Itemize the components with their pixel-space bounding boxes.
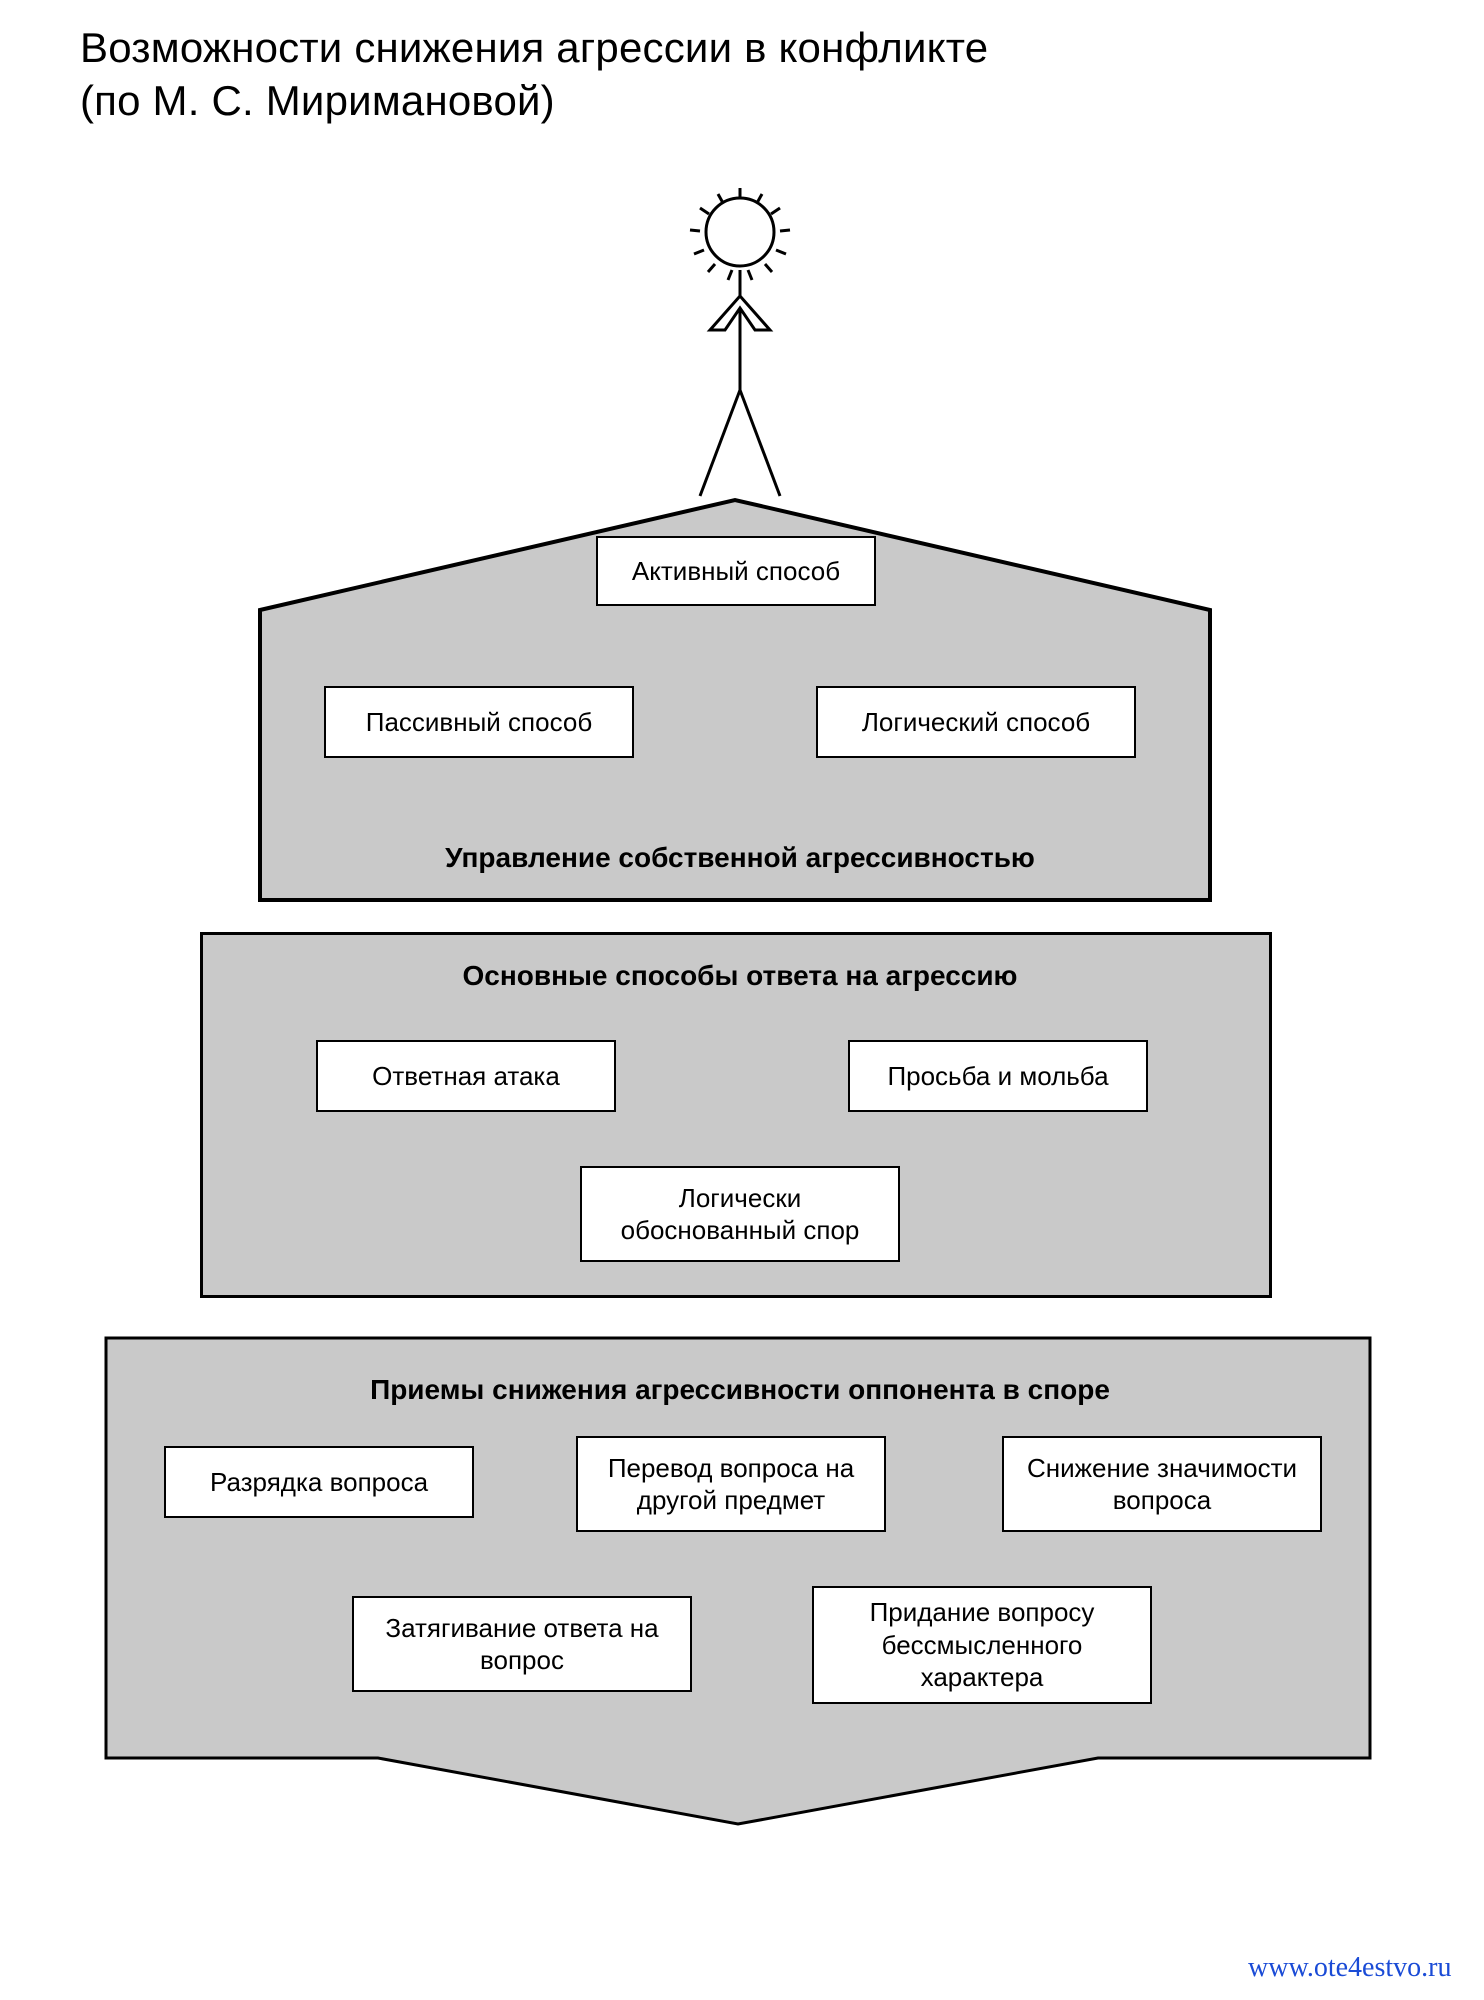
tier3-box-devalue: Снижение значимости вопроса [1002, 1436, 1322, 1532]
tier2-box-plea: Просьба и мольба [848, 1040, 1148, 1112]
tier1-heading: Управление собственной агрессивностью [400, 842, 1080, 874]
stick-figure-icon [640, 180, 840, 500]
page: Возможности снижения агрессии в конфликт… [0, 0, 1484, 2000]
box-label: Разрядка вопроса [210, 1466, 428, 1499]
tier3-box-redirect: Перевод вопроса на другой предмет [576, 1436, 886, 1532]
box-label: Снижение значимости вопроса [1014, 1452, 1310, 1517]
title-line-1: Возможности снижения агрессии в конфликт… [80, 24, 988, 71]
box-label: Пассивный способ [366, 706, 592, 739]
box-label: Логический способ [862, 706, 1090, 739]
tier3-heading: Приемы снижения агрессивности оппонента … [330, 1374, 1150, 1406]
box-label: Ответная атака [372, 1060, 560, 1093]
tier1-box-active: Активный способ [596, 536, 876, 606]
tier2-box-counterattack: Ответная атака [316, 1040, 616, 1112]
tier2-box-logical-dispute: Логически обоснованный спор [580, 1166, 900, 1262]
title-line-2: (по М. С. Миримановой) [80, 77, 555, 124]
tier3-box-absurd: Придание вопросу бессмысленного характер… [812, 1586, 1152, 1704]
tier1-box-logical: Логический способ [816, 686, 1136, 758]
tier1-box-passive: Пассивный способ [324, 686, 634, 758]
box-label: Логически обоснованный спор [592, 1182, 888, 1247]
page-title: Возможности снижения агрессии в конфликт… [80, 22, 988, 127]
tier2-heading: Основные способы ответа на агрессию [420, 960, 1060, 992]
tier3-box-delay: Затягивание ответа на вопрос [352, 1596, 692, 1692]
box-label: Активный способ [632, 555, 840, 588]
tier3-panel [106, 1338, 1370, 1824]
watermark: www.ote4estvo.ru [1248, 1952, 1451, 1984]
box-label: Просьба и мольба [887, 1060, 1108, 1093]
box-label: Перевод вопроса на другой предмет [588, 1452, 874, 1517]
box-label: Затягивание ответа на вопрос [364, 1612, 680, 1677]
box-label: Придание вопросу бессмысленного характер… [824, 1596, 1140, 1694]
tier3-box-discharge: Разрядка вопроса [164, 1446, 474, 1518]
